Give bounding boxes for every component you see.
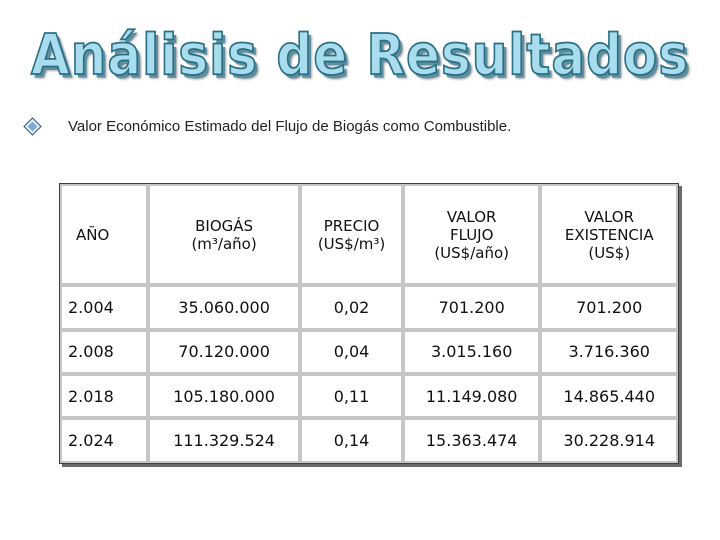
header-year: AÑO	[60, 184, 148, 286]
cell-stock-value: 701.200	[540, 285, 678, 330]
header-stock-value: VALOR EXISTENCIA (US$)	[540, 184, 678, 286]
table-row: 2.008 70.120.000 0,04 3.015.160 3.716.36…	[60, 329, 678, 375]
header-price: PRECIO (US$/m³)	[300, 184, 403, 286]
header-biogas: BIOGÁS (m³/año)	[148, 184, 301, 286]
cell-price: 0,11	[300, 374, 403, 419]
cell-year: 2.004	[60, 285, 148, 330]
cell-stock-value: 3.716.360	[540, 329, 678, 375]
cell-biogas: 105.180.000	[148, 374, 301, 419]
table-row: 2.018 105.180.000 0,11 11.149.080 14.865…	[60, 374, 678, 419]
cell-stock-value: 30.228.914	[540, 418, 678, 463]
cell-year: 2.024	[60, 418, 148, 463]
cell-biogas: 35.060.000	[148, 285, 301, 330]
table-header-row: AÑO BIOGÁS (m³/año) PRECIO (US$/m³) VALO…	[60, 184, 678, 286]
cell-biogas: 111.329.524	[148, 418, 301, 463]
cell-biogas: 70.120.000	[148, 329, 301, 375]
cell-flow-value: 11.149.080	[402, 374, 541, 419]
cell-flow-value: 15.363.474	[402, 418, 541, 463]
diamond-bullet-icon	[23, 117, 42, 136]
cell-flow-value: 3.015.160	[402, 329, 541, 375]
bullet	[23, 117, 55, 136]
results-table: AÑO BIOGÁS (m³/año) PRECIO (US$/m³) VALO…	[59, 183, 679, 464]
cell-flow-value: 701.200	[402, 285, 541, 330]
cell-stock-value: 14.865.440	[540, 374, 678, 419]
cell-year: 2.008	[60, 329, 148, 375]
slide-subtitle: Valor Económico Estimado del Flujo de Bi…	[68, 118, 512, 135]
cell-price: 0,02	[300, 285, 403, 330]
table-row: 2.004 35.060.000 0,02 701.200 701.200	[60, 285, 678, 330]
table-row: 2.024 111.329.524 0,14 15.363.474 30.228…	[60, 418, 678, 463]
cell-price: 0,04	[300, 329, 403, 375]
cell-price: 0,14	[300, 418, 403, 463]
cell-year: 2.018	[60, 374, 148, 419]
slide-title: Análisis de Resultados	[30, 22, 689, 89]
header-flow-value: VALOR FLUJO (US$/año)	[402, 184, 541, 286]
